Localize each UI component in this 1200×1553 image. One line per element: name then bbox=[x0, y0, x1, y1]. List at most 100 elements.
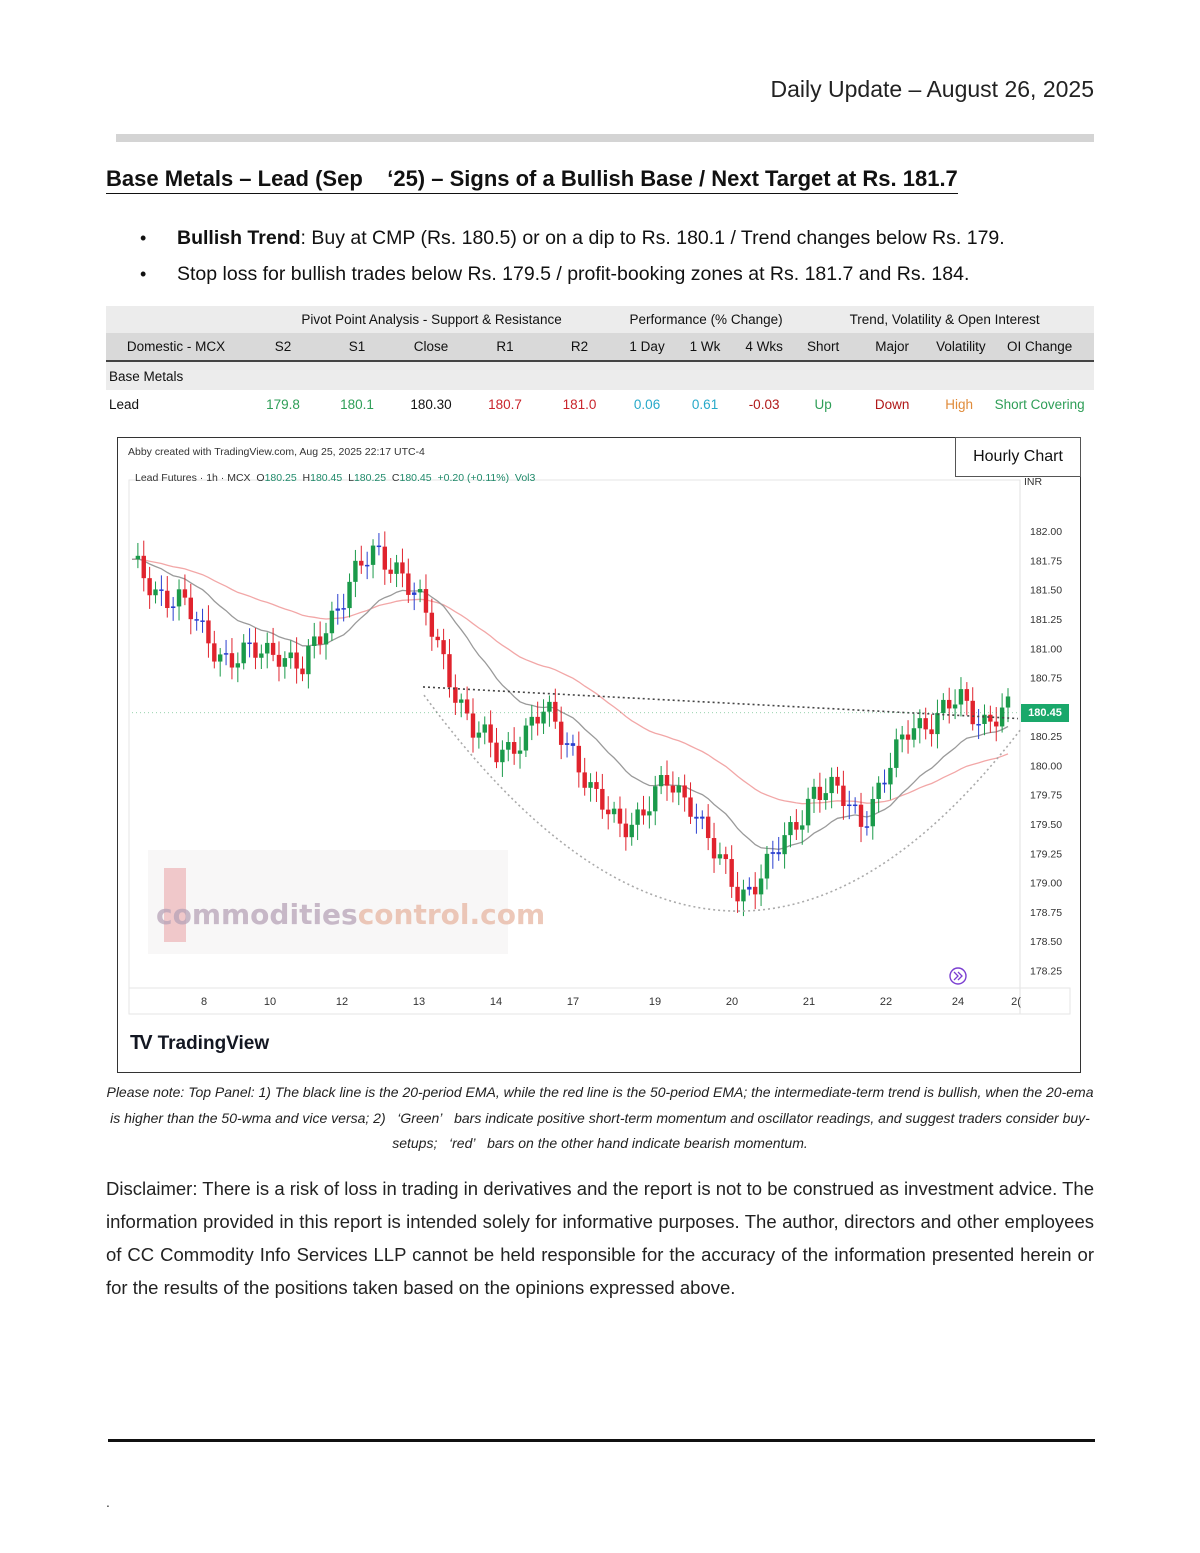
candle-body bbox=[335, 608, 340, 611]
candle-body bbox=[905, 734, 911, 740]
table-row: Lead 179.8 180.1 180.30 180.7 181.0 0.06… bbox=[106, 390, 1094, 418]
table-section-row: Base Metals bbox=[106, 361, 1095, 390]
candle-body bbox=[941, 699, 946, 714]
candle-body bbox=[676, 785, 681, 793]
candle-body bbox=[265, 642, 270, 654]
x-tick-label: 12 bbox=[336, 996, 348, 1008]
group-header-pivot: Pivot Point Analysis - Support & Resista… bbox=[246, 306, 618, 333]
candle-body bbox=[417, 589, 423, 593]
candle-body bbox=[529, 716, 534, 726]
chart-note: Please note: Top Panel: 1) The black lin… bbox=[106, 1084, 1094, 1151]
table-group-header-row: Pivot Point Analysis - Support & Resista… bbox=[106, 306, 1095, 333]
candle-body bbox=[423, 589, 429, 613]
group-header-performance: Performance (% Change) bbox=[617, 306, 796, 333]
candle-body bbox=[412, 592, 417, 595]
candle-body bbox=[564, 743, 570, 745]
candle-body bbox=[253, 642, 258, 658]
candle-body bbox=[147, 578, 152, 596]
col-header: Volatility bbox=[933, 333, 986, 362]
candle-body bbox=[999, 707, 1005, 727]
candle-body bbox=[635, 809, 640, 825]
y-tick-label: 180.25 bbox=[1030, 731, 1062, 743]
hourly-chart-label: Hourly Chart bbox=[955, 437, 1081, 477]
ema50-line bbox=[131, 558, 1009, 805]
candle-body bbox=[388, 569, 393, 574]
hourly-chart: commoditiescontrol.com 182.00 181.75 181.5… bbox=[117, 437, 1081, 1073]
time-axis-band bbox=[128, 987, 1071, 1015]
tradingview-logo-text: TradingView bbox=[157, 1033, 270, 1054]
candle-body bbox=[553, 701, 558, 722]
candle-body bbox=[911, 728, 917, 740]
candle-body bbox=[488, 724, 493, 743]
candle-body bbox=[641, 809, 646, 816]
candle-body bbox=[353, 560, 358, 582]
candle-body bbox=[776, 852, 781, 855]
bullet-text: : Buy at CMP (Rs. 180.5) or on a dip to … bbox=[300, 227, 1005, 249]
candle-body bbox=[752, 886, 758, 895]
candle-body bbox=[312, 636, 317, 646]
candle-body bbox=[764, 853, 770, 879]
candle-body bbox=[958, 689, 964, 705]
y-tick-label: 180.00 bbox=[1030, 760, 1062, 772]
candle-body bbox=[653, 786, 658, 812]
candle-body bbox=[323, 633, 329, 645]
cell-r1: 180.7 bbox=[488, 396, 522, 412]
disclaimer: Disclaimer: There is a risk of loss in t… bbox=[106, 1178, 1094, 1298]
ohlc-c-label: C bbox=[391, 472, 400, 484]
candle-body bbox=[300, 668, 305, 675]
col-header: 1 Day bbox=[617, 333, 678, 362]
candle-body bbox=[870, 798, 875, 827]
candle-body bbox=[629, 824, 634, 838]
candle-body bbox=[964, 689, 970, 701]
candle-body bbox=[476, 732, 482, 738]
candle-body bbox=[858, 804, 864, 827]
candle-body bbox=[288, 652, 293, 659]
candle-body bbox=[235, 663, 241, 668]
y-tick-label: 179.00 bbox=[1030, 878, 1062, 890]
candle-body bbox=[447, 654, 452, 688]
x-tick-label: 22 bbox=[880, 996, 892, 1008]
candle-body bbox=[241, 642, 246, 664]
candle-body bbox=[341, 608, 346, 610]
candle-body bbox=[811, 786, 817, 799]
y-tick-label: 178.75 bbox=[1030, 907, 1062, 919]
rounding-bottom-arc bbox=[423, 694, 1021, 912]
plot-area bbox=[128, 479, 1021, 989]
candle-body bbox=[976, 723, 981, 726]
candle-body bbox=[317, 636, 323, 645]
candle-body bbox=[170, 606, 176, 609]
candle-body bbox=[882, 782, 887, 785]
candle-body bbox=[841, 785, 846, 806]
candle-body bbox=[729, 859, 734, 887]
candle-body bbox=[600, 788, 605, 810]
col-header: OI Change bbox=[985, 333, 1095, 362]
candle-body bbox=[805, 798, 811, 826]
candle-body bbox=[611, 808, 617, 815]
go-to-realtime-icon-arrows bbox=[953, 971, 963, 981]
y-tick-label: 179.75 bbox=[1030, 790, 1062, 802]
y-tick-label: 178.25 bbox=[1030, 965, 1062, 977]
x-tick-label: 13 bbox=[413, 996, 425, 1008]
col-header: Short bbox=[795, 333, 852, 362]
candle-body bbox=[782, 835, 787, 855]
report-headline: Base Metals – Lead (Sep ‘25) – Signs of … bbox=[106, 166, 958, 194]
candle-body bbox=[835, 776, 840, 786]
chart-credit: Abby created with TradingView.com, Aug 2… bbox=[128, 446, 425, 458]
go-to-realtime-icon bbox=[949, 967, 967, 985]
candle-body bbox=[429, 612, 435, 637]
candle-body bbox=[223, 653, 229, 655]
candle-body bbox=[894, 739, 899, 768]
candle-body bbox=[994, 721, 999, 727]
ohlc-o-label: O bbox=[256, 472, 265, 484]
candle-body bbox=[394, 562, 399, 574]
ohlc-high: 180.45 bbox=[310, 472, 343, 484]
ohlc-volume: Vol3 bbox=[514, 472, 536, 484]
candle-body bbox=[135, 555, 141, 560]
y-tick-label: 181.75 bbox=[1030, 555, 1062, 567]
candle-body bbox=[700, 816, 705, 819]
ohlc-symbol: Lead Futures · 1h · MCX bbox=[135, 472, 251, 484]
candle-body bbox=[259, 653, 264, 658]
candle-body bbox=[382, 546, 388, 570]
candle-body bbox=[470, 713, 476, 738]
candle-body bbox=[464, 699, 470, 714]
